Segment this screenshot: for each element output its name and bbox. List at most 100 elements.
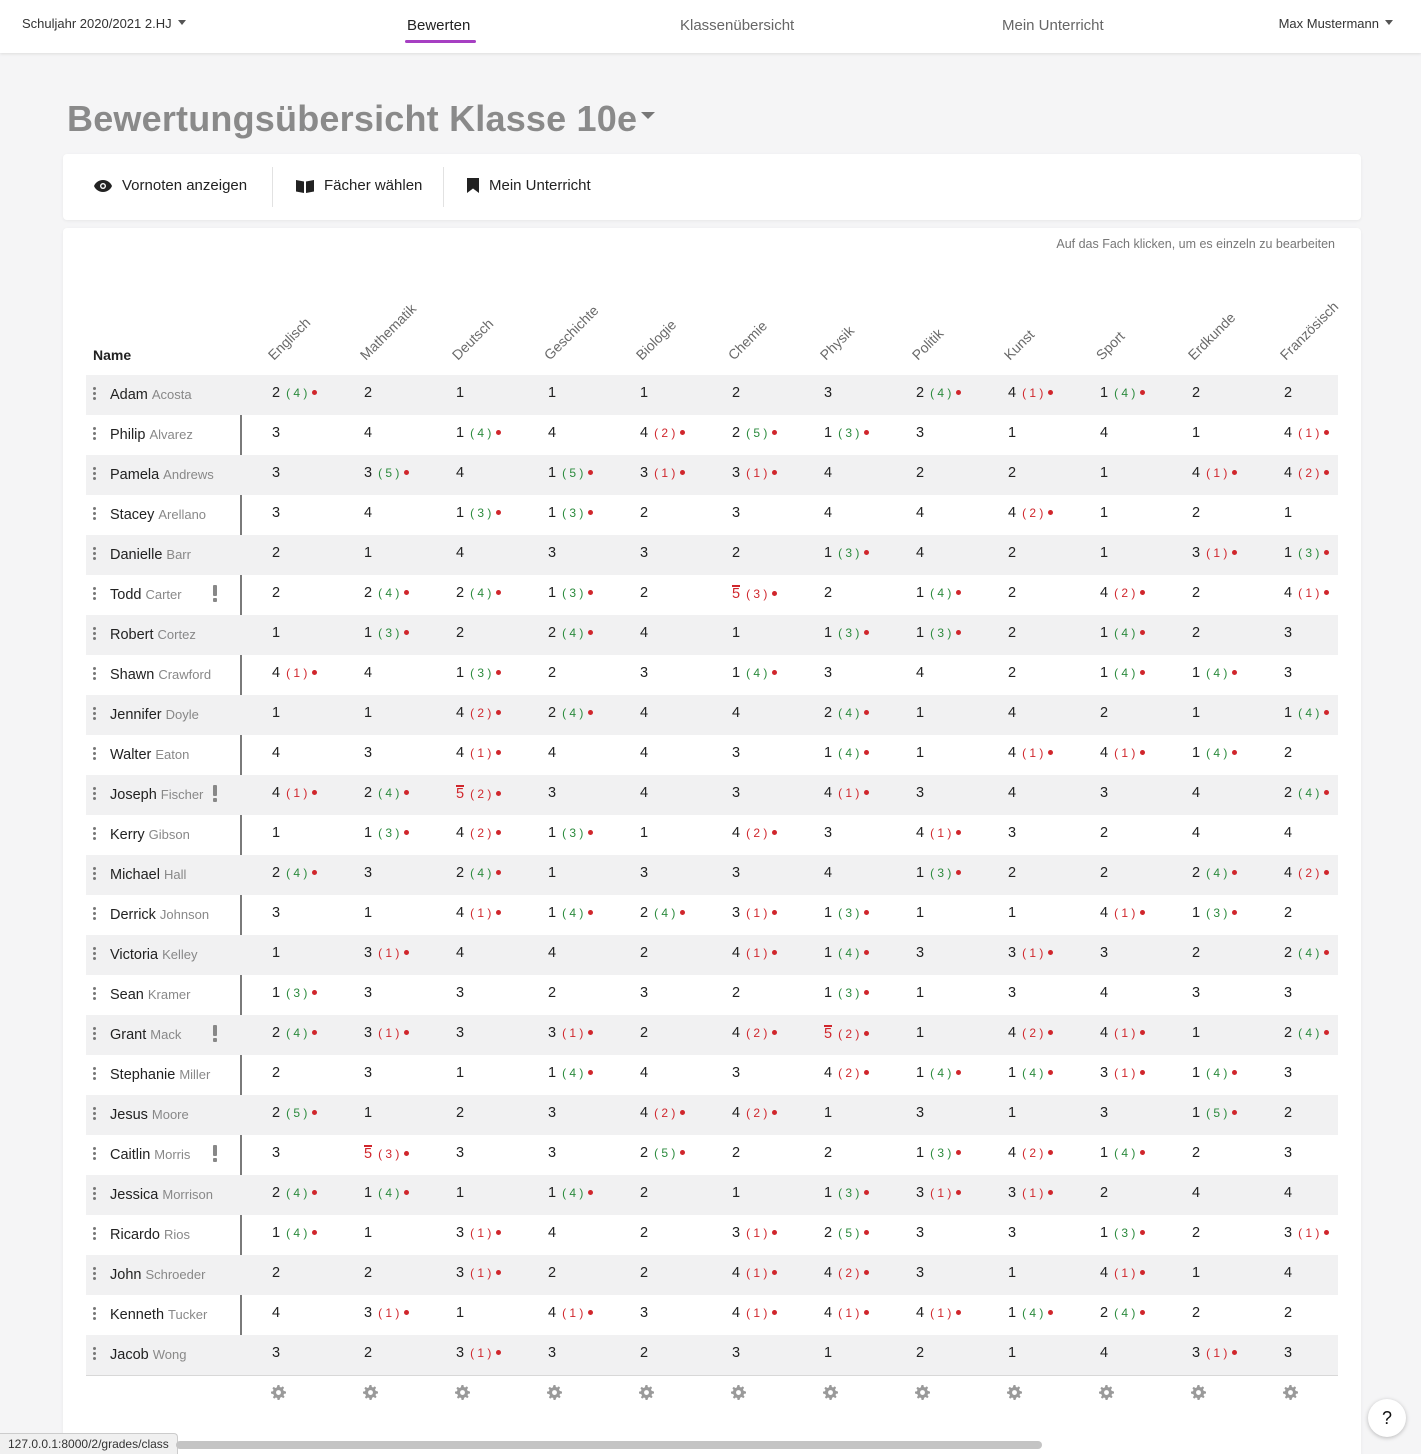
grade-cell[interactable]: 1 (456, 385, 464, 401)
grade-cell[interactable]: 4 ( 1 ) (1100, 905, 1146, 921)
subject-header-physik[interactable]: Physik (816, 322, 858, 363)
grade-cell[interactable]: 1 (364, 1225, 372, 1241)
grade-cell[interactable]: 3 (548, 545, 556, 561)
grade-cell[interactable]: 1 ( 3 ) (548, 585, 594, 601)
grade-cell[interactable]: 4 (272, 745, 280, 761)
drag-handle-icon[interactable] (93, 387, 97, 402)
grade-cell[interactable]: 3 (272, 905, 280, 921)
grade-cell[interactable]: 4 ( 1 ) (456, 905, 502, 921)
grade-cell[interactable]: 2 (640, 1345, 648, 1361)
grade-cell[interactable]: 3 (916, 785, 924, 801)
grade-cell[interactable]: 1 ( 3 ) (916, 625, 962, 641)
grade-cell[interactable]: 3 (640, 1305, 648, 1321)
choose-subjects-button[interactable]: Fächer wählen (296, 177, 422, 194)
grade-cell[interactable]: 4 ( 1 ) (916, 1305, 962, 1321)
grade-cell[interactable]: 4 (1192, 825, 1200, 841)
grade-cell[interactable]: 2 (1192, 505, 1200, 521)
grade-cell[interactable]: 1 ( 4 ) (824, 945, 870, 961)
grade-cell[interactable]: 3 (548, 1145, 556, 1161)
grade-cell[interactable]: 1 ( 5 ) (548, 465, 594, 481)
grade-cell[interactable]: 2 ( 5 ) (272, 1105, 318, 1121)
grade-cell[interactable]: 4 ( 1 ) (272, 785, 318, 801)
grade-cell[interactable]: 2 (1100, 865, 1108, 881)
grade-cell[interactable]: 2 (364, 1345, 372, 1361)
student-name[interactable]: Grant Mack (110, 1027, 181, 1043)
grade-cell[interactable]: 1 ( 3 ) (548, 505, 594, 521)
grade-cell[interactable]: 3 (1284, 625, 1292, 641)
student-name[interactable]: Stacey Arellano (110, 507, 206, 523)
drag-handle-icon[interactable] (93, 787, 97, 802)
drag-handle-icon[interactable] (93, 1307, 97, 1322)
grade-cell[interactable]: 1 (1008, 1265, 1016, 1281)
grade-cell[interactable]: 4 (916, 505, 924, 521)
grade-cell[interactable]: 1 (1008, 425, 1016, 441)
nav-klassenuebersicht[interactable]: Klassenübersicht (680, 17, 795, 34)
drag-handle-icon[interactable] (93, 1107, 97, 1122)
subject-header-chemie[interactable]: Chemie (724, 317, 771, 363)
grade-cell[interactable]: 1 (1008, 1345, 1016, 1361)
gear-icon[interactable] (823, 1385, 838, 1400)
student-name[interactable]: Jacob Wong (110, 1347, 186, 1363)
grade-cell[interactable]: 2 ( 4 ) (1284, 785, 1330, 801)
drag-handle-icon[interactable] (93, 507, 97, 522)
grade-cell[interactable]: 1 ( 4 ) (1192, 745, 1238, 761)
grade-cell[interactable]: 3 (1100, 945, 1108, 961)
student-name[interactable]: Caitlin Morris (110, 1147, 190, 1163)
student-name[interactable]: Walter Eaton (110, 747, 189, 763)
grade-cell[interactable]: 1 ( 3 ) (824, 985, 870, 1001)
grade-cell[interactable]: 1 ( 4 ) (1284, 705, 1330, 721)
grade-cell[interactable]: 3 (456, 1025, 464, 1041)
grade-cell[interactable]: 3 (824, 385, 832, 401)
gear-icon[interactable] (271, 1385, 286, 1400)
grade-cell[interactable]: 1 ( 3 ) (456, 665, 502, 681)
grade-cell[interactable]: 2 (732, 545, 740, 561)
grade-cell[interactable]: 3 (916, 1265, 924, 1281)
grade-cell[interactable]: 2 ( 4 ) (1284, 1025, 1330, 1041)
drag-handle-icon[interactable] (93, 467, 97, 482)
grade-cell[interactable]: 3 (364, 865, 372, 881)
student-name[interactable]: Derrick Johnson (110, 907, 209, 923)
page-title[interactable]: Bewertungsübersicht Klasse 10e (67, 98, 656, 140)
grade-cell[interactable]: 1 ( 5 ) (1192, 1105, 1238, 1121)
grade-cell[interactable]: 2 (640, 945, 648, 961)
drag-handle-icon[interactable] (93, 1187, 97, 1202)
grade-cell[interactable]: 3 (732, 745, 740, 761)
grade-cell[interactable]: 3 (1284, 665, 1292, 681)
student-name[interactable]: Kenneth Tucker (110, 1307, 207, 1323)
grade-cell[interactable]: 1 (824, 1345, 832, 1361)
grade-cell[interactable]: 2 (272, 585, 280, 601)
grade-cell[interactable]: 1 ( 4 ) (548, 905, 594, 921)
grade-cell[interactable]: 2 (1008, 865, 1016, 881)
grade-cell[interactable]: 3 (272, 465, 280, 481)
grade-cell[interactable]: 1 ( 4 ) (1100, 665, 1146, 681)
grade-cell[interactable]: 3 (364, 745, 372, 761)
grade-cell[interactable]: 2 (456, 625, 464, 641)
grade-cell[interactable]: 4 ( 1 ) (1008, 745, 1054, 761)
grade-cell[interactable]: 2 ( 5 ) (732, 425, 778, 441)
grade-cell[interactable]: 2 (1100, 705, 1108, 721)
grade-cell[interactable]: 4 (364, 425, 372, 441)
student-name[interactable]: Sean Kramer (110, 987, 191, 1003)
grade-cell[interactable]: 2 (1192, 1305, 1200, 1321)
help-button[interactable]: ? (1368, 1399, 1406, 1437)
grade-cell[interactable]: 2 (1008, 465, 1016, 481)
grade-cell[interactable]: 1 ( 4 ) (456, 425, 502, 441)
grade-cell[interactable]: 2 (1284, 905, 1292, 921)
grade-cell[interactable]: 4 ( 1 ) (272, 665, 318, 681)
grade-cell[interactable]: 4 ( 2 ) (640, 425, 686, 441)
grade-cell[interactable]: 4 (548, 1225, 556, 1241)
grade-cell[interactable]: 4 (640, 785, 648, 801)
grade-cell[interactable]: 1 (272, 705, 280, 721)
grade-cell[interactable]: 5 ( 3 ) (732, 585, 778, 602)
drag-handle-icon[interactable] (93, 1147, 97, 1162)
gear-icon[interactable] (547, 1385, 562, 1400)
grade-cell[interactable]: 5 ( 2 ) (456, 785, 502, 802)
subject-header-geschichte[interactable]: Geschichte (540, 302, 602, 363)
grade-cell[interactable]: 1 ( 3 ) (456, 505, 502, 521)
grade-cell[interactable]: 3 ( 1 ) (456, 1345, 502, 1361)
grade-cell[interactable]: 4 ( 1 ) (1100, 1025, 1146, 1041)
drag-handle-icon[interactable] (93, 827, 97, 842)
grade-cell[interactable]: 3 (1284, 985, 1292, 1001)
grade-cell[interactable]: 1 (364, 705, 372, 721)
gear-icon[interactable] (915, 1385, 930, 1400)
